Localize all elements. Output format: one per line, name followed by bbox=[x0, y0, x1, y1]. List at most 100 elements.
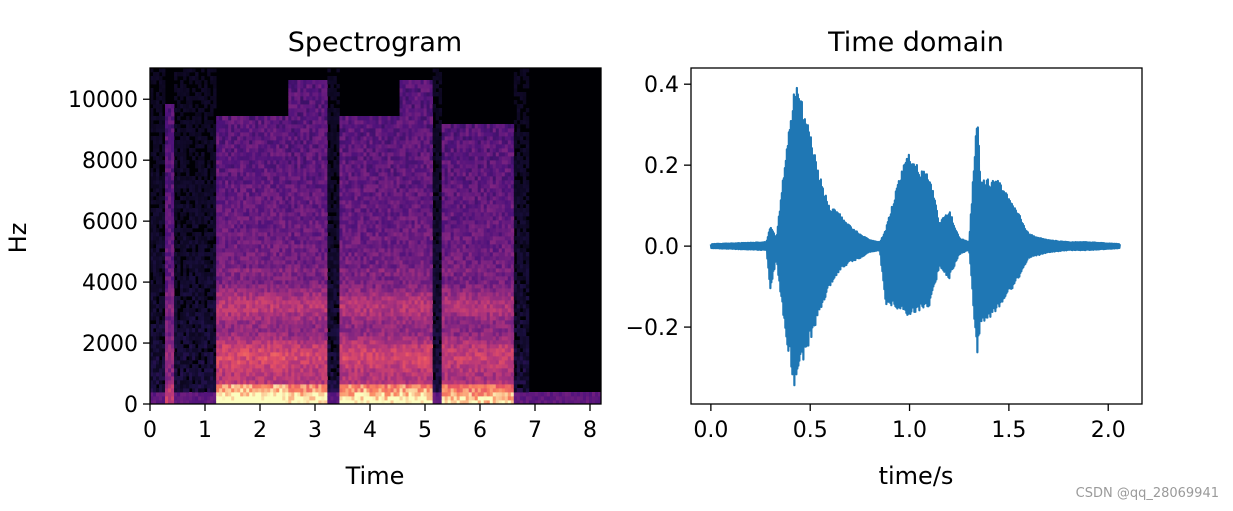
spectrogram-cell bbox=[231, 324, 234, 328]
spectrogram-cell bbox=[207, 216, 210, 220]
spectrogram-cell bbox=[249, 264, 252, 268]
spectrogram-cell bbox=[345, 192, 348, 196]
spectrogram-cell bbox=[201, 276, 204, 280]
spectrogram-cell bbox=[162, 100, 165, 104]
spectrogram-cell bbox=[291, 376, 294, 380]
spectrogram-cell bbox=[222, 116, 225, 120]
spectrogram-cell bbox=[165, 120, 168, 124]
spectrogram-cell bbox=[222, 388, 225, 392]
spectrogram-cell bbox=[282, 132, 285, 136]
spectrogram-cell bbox=[345, 180, 348, 184]
spectrogram-cell bbox=[330, 124, 333, 128]
spectrogram-cell bbox=[267, 236, 270, 240]
spectrogram-cell bbox=[327, 364, 330, 368]
spectrogram-cell bbox=[279, 128, 282, 132]
spectrogram-cell bbox=[255, 388, 258, 392]
spectrogram-cell bbox=[261, 196, 264, 200]
spectrogram-cell bbox=[258, 116, 261, 120]
spectrogram-cell bbox=[330, 120, 333, 124]
spectrogram-cell bbox=[291, 140, 294, 144]
spectrogram-cell bbox=[318, 80, 321, 84]
spectrogram-cell bbox=[165, 328, 168, 332]
spectrogram-cell bbox=[276, 260, 279, 264]
spectrogram-cell bbox=[339, 308, 342, 312]
spectrogram-cell bbox=[333, 356, 336, 360]
spectrogram-cell bbox=[222, 184, 225, 188]
spectrogram-cell bbox=[174, 340, 177, 344]
spectrogram-cell bbox=[219, 292, 222, 296]
spectrogram-cell bbox=[309, 336, 312, 340]
spectrogram-cell bbox=[315, 172, 318, 176]
spectrogram-cell bbox=[159, 360, 162, 364]
spectrogram-cell bbox=[240, 368, 243, 372]
spectrogram-cell bbox=[165, 352, 168, 356]
spectrogram-cell bbox=[342, 164, 345, 168]
spectrogram-cell bbox=[318, 120, 321, 124]
spectrogram-cell bbox=[345, 388, 348, 392]
spectrogram-cell bbox=[204, 260, 207, 264]
spectrogram-cell bbox=[312, 104, 315, 108]
spectrogram-cell bbox=[312, 96, 315, 100]
spectrogram-cell bbox=[240, 236, 243, 240]
spectrogram-cell bbox=[240, 152, 243, 156]
spectrogram-cell bbox=[321, 380, 324, 384]
spectrogram-cell bbox=[327, 380, 330, 384]
spectrogram-cell bbox=[162, 348, 165, 352]
spectrogram-cell bbox=[171, 376, 174, 380]
spectrogram-cell bbox=[174, 332, 177, 336]
spectrogram-cell bbox=[351, 336, 354, 340]
spectrogram-cell bbox=[228, 324, 231, 328]
spectrogram-cell bbox=[228, 272, 231, 276]
spectrogram-cell bbox=[234, 172, 237, 176]
spectrogram-cell bbox=[234, 224, 237, 228]
spectrogram-cell bbox=[168, 256, 171, 260]
spectrogram-cell bbox=[261, 128, 264, 132]
spectrogram-cell bbox=[162, 88, 165, 92]
spectrogram-cell bbox=[258, 164, 261, 168]
spectrogram-cell bbox=[192, 208, 195, 212]
spectrogram-cell bbox=[315, 104, 318, 108]
spectrogram-cell bbox=[252, 292, 255, 296]
spectrogram-cell bbox=[243, 328, 246, 332]
spectrogram-cell bbox=[231, 376, 234, 380]
spectrogram-cell bbox=[234, 372, 237, 376]
spectrogram-cell bbox=[222, 232, 225, 236]
spectrogram-cell bbox=[309, 264, 312, 268]
spectrogram-cell bbox=[258, 248, 261, 252]
spectrogram-cell bbox=[285, 340, 288, 344]
spectrogram-cell bbox=[297, 188, 300, 192]
spectrogram-cell bbox=[270, 124, 273, 128]
spectrogram-cell bbox=[177, 204, 180, 208]
spectrogram-cell bbox=[192, 396, 195, 400]
spectrogram-cell bbox=[327, 252, 330, 256]
spectrogram-cell bbox=[249, 372, 252, 376]
spectrogram-cell bbox=[312, 316, 315, 320]
spectrogram-cell bbox=[171, 392, 174, 396]
spectrogram-cell bbox=[228, 236, 231, 240]
spectrogram-cell bbox=[189, 252, 192, 256]
spectrogram-cell bbox=[156, 260, 159, 264]
spectrogram-cell bbox=[297, 296, 300, 300]
spectrogram-cell bbox=[213, 188, 216, 192]
spectrogram-cell bbox=[345, 204, 348, 208]
spectrogram-cell bbox=[348, 372, 351, 376]
spectrogram-cell bbox=[153, 148, 156, 152]
spectrogram-cell bbox=[324, 220, 327, 224]
spectrogram-cell bbox=[354, 196, 357, 200]
spectrogram-cell bbox=[327, 260, 330, 264]
spectrogram-cell bbox=[246, 148, 249, 152]
spectrogram-cell bbox=[174, 300, 177, 304]
spectrogram-cell bbox=[327, 240, 330, 244]
spectrogram-cell bbox=[321, 392, 324, 396]
spectrogram-cell bbox=[240, 212, 243, 216]
spectrogram-cell bbox=[306, 256, 309, 260]
spectrogram-cell bbox=[306, 276, 309, 280]
spectrogram-cell bbox=[357, 192, 360, 196]
spectrogram-cell bbox=[300, 176, 303, 180]
spectrogram-cell bbox=[228, 252, 231, 256]
spectrogram-cell bbox=[255, 180, 258, 184]
spectrogram-cell bbox=[288, 380, 291, 384]
spectrogram-cell bbox=[216, 176, 219, 180]
spectrogram-cell bbox=[186, 160, 189, 164]
spectrogram-cell bbox=[315, 376, 318, 380]
